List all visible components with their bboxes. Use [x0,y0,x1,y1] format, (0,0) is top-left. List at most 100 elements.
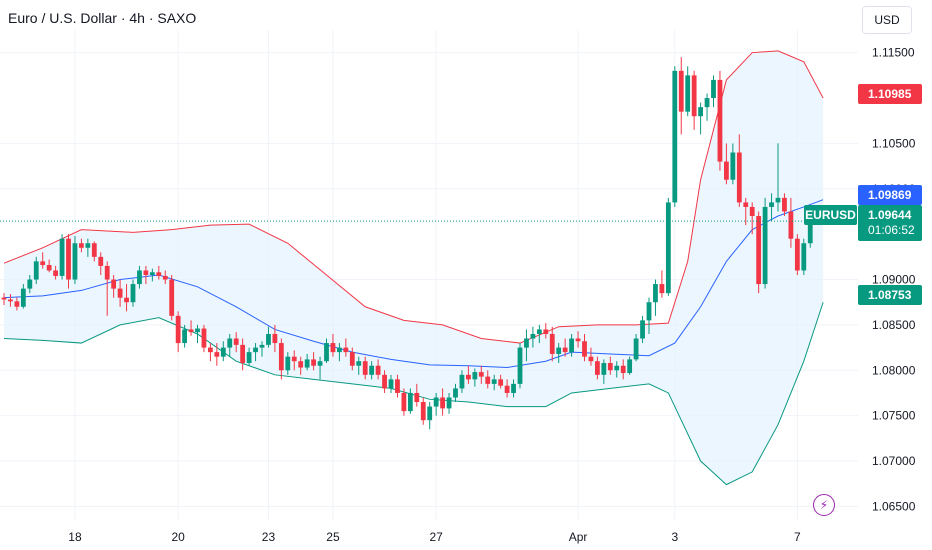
y-tick-label: 1.08000 [872,363,916,377]
candle-body [794,238,800,271]
candle-body [407,392,413,412]
candle-body [530,333,536,339]
candle-body [8,299,13,302]
upper-band-badge: 1.10985 [858,84,922,104]
candle-body [556,347,562,354]
candle-body [698,107,703,117]
candle-body [337,347,342,353]
candle-body [762,206,768,285]
candle-body [562,347,568,353]
x-tick-label: Apr [569,530,588,544]
x-tick-label: 25 [326,530,340,544]
candle-body [246,352,252,364]
candle-body [730,152,736,180]
y-tick-label: 1.09000 [872,273,916,287]
candle-body [169,279,175,316]
candle-body [769,202,774,207]
candle-body [627,359,633,373]
candle-body [472,372,478,380]
currency-button[interactable]: USD [862,6,912,34]
candle-body [691,75,697,117]
candle-body [27,279,33,289]
candle-body [343,347,349,353]
candle-body [595,361,600,375]
middle-band-badge: 1.09869 [858,185,922,205]
x-tick-label: 18 [68,530,82,544]
candle-body [756,216,762,285]
candle-body [304,359,310,368]
candle-body [33,261,39,280]
candle-body [98,256,104,266]
candle-body [149,272,155,275]
candle-body [749,206,755,217]
lower-band-badge: 1.08753 [858,285,922,305]
candle-body [672,70,678,203]
candle-body [575,338,581,342]
candle-body [182,329,187,344]
candle-body [653,284,658,303]
candle-body [201,328,207,348]
candle-body [440,397,445,409]
candle-body [788,211,794,239]
candle-body [59,238,65,276]
candle-body [724,161,729,180]
bollinger-lower-line [3,302,824,486]
y-tick-label: 1.06500 [872,499,916,513]
candle-body [214,352,220,357]
candle-body [240,344,246,364]
candle-body [620,365,626,373]
candle-body [349,352,355,366]
candle-body [775,197,781,203]
candle-body [543,329,549,334]
candle-body [278,343,284,371]
y-tick-label: 1.07500 [872,409,916,423]
candle-body [79,243,84,248]
x-tick-label: 27 [429,530,443,544]
candle-body [162,275,168,280]
last-price-badge: 1.09644 01:06:52 [858,205,922,241]
bollinger-fill [4,50,824,485]
symbol-label: EURUSD [804,205,857,225]
candle-body [324,343,329,362]
candle-body [156,272,162,276]
candle-body [356,361,362,366]
candle-body [736,152,742,203]
candle-body [388,379,394,389]
candle-body [137,270,142,285]
candle-body [717,79,723,162]
candle-body [188,329,194,333]
candle-body [66,238,71,280]
bar-countdown: 01:06:52 [868,223,915,237]
lightning-icon[interactable]: ⚡ [813,494,835,516]
candle-body [517,347,523,384]
candle-body [665,202,671,294]
candle-body [485,376,491,384]
candle-body [478,372,484,377]
candle-body [117,288,123,298]
candle-body [285,356,291,371]
candle-body [427,406,433,421]
last-price: 1.09644 [868,208,912,222]
candle-body [582,341,587,357]
candle-body [298,361,304,368]
candle-body [743,202,749,207]
candle-body [433,397,439,407]
candle-body [569,338,574,353]
candle-body [382,374,387,389]
candle-body [588,356,594,362]
candle-body [291,356,297,362]
x-tick-label: 3 [671,530,678,544]
candle-body [414,392,420,403]
candle-body [208,347,213,353]
candle-body [614,365,620,371]
candle-body [646,302,652,321]
candle-body [782,197,787,212]
y-tick-label: 1.10500 [872,136,916,150]
candle-body [91,243,97,257]
candle-body [549,333,555,354]
candle-body [640,320,645,339]
candle-body [685,75,691,112]
candle-body [801,243,807,271]
candle-body [46,265,52,271]
